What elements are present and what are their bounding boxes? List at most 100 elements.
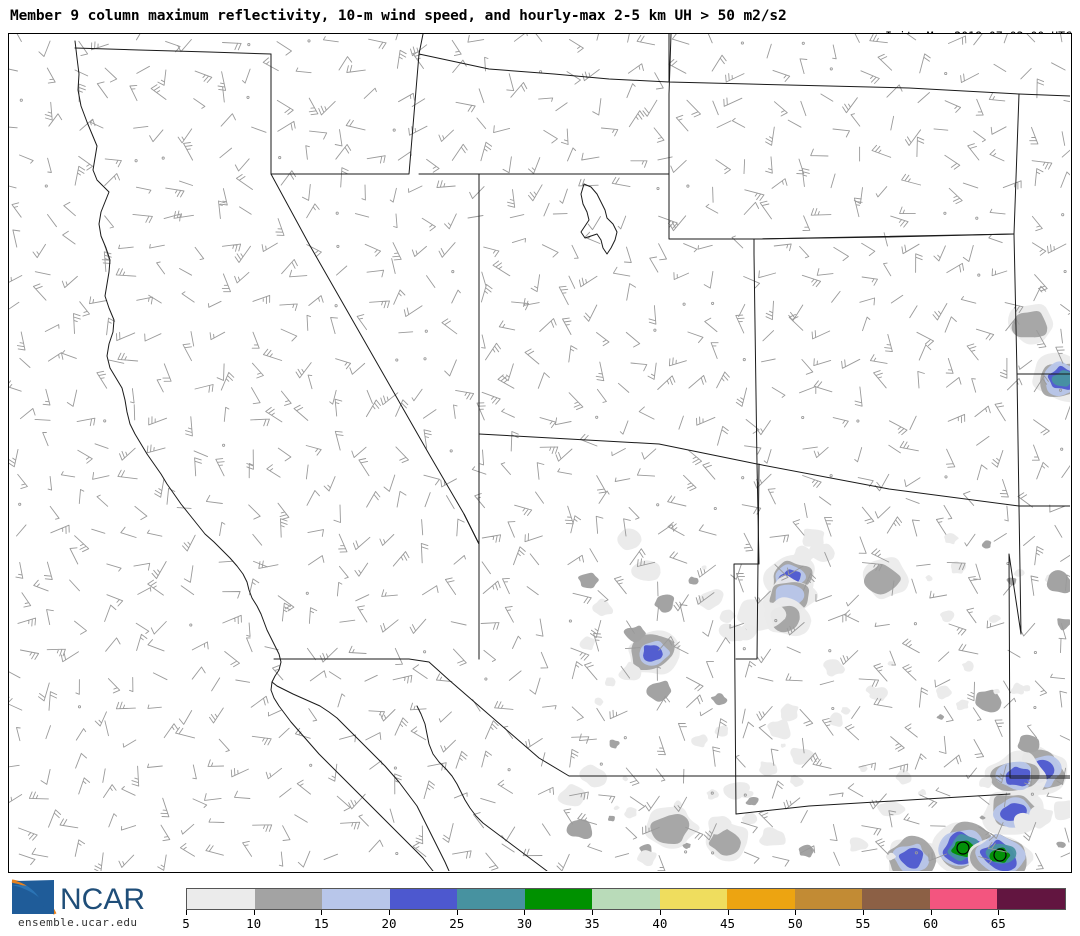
reflectivity-contour xyxy=(944,533,960,545)
reflectivity-contour xyxy=(745,796,759,806)
colorbar-tickmark xyxy=(659,910,661,915)
reflectivity-contour xyxy=(622,776,629,782)
montana-north-edge xyxy=(668,34,1020,95)
reflectivity-layer xyxy=(557,303,1070,871)
colorbar-tick-label: 30 xyxy=(516,916,532,931)
reflectivity-contour xyxy=(739,790,754,798)
reflectivity-contour xyxy=(840,707,851,715)
map-canvas[interactable] xyxy=(8,33,1072,873)
oregon-california-border xyxy=(74,47,272,55)
ncar-logo[interactable]: NCAR xyxy=(6,876,176,934)
colorbar[interactable]: 5 10 15 20 25 30 35 40 45 50 55 60 65 xyxy=(182,888,1066,932)
reflectivity-contour xyxy=(1022,685,1031,692)
colorbar-tickmark xyxy=(795,910,797,915)
footer: NCAR ensemble.ucar.edu 5 10 15 20 25 30 35 40 45… xyxy=(0,874,1080,936)
reflectivity-contour xyxy=(594,697,604,706)
utah-wyoming-border xyxy=(668,173,755,240)
reflectivity-contour xyxy=(691,734,709,748)
nevada-utah-border xyxy=(270,173,480,435)
reflectivity-contour xyxy=(566,819,593,840)
gulf-of-california-west xyxy=(271,681,450,871)
reflectivity-contour xyxy=(759,827,787,846)
reflectivity-contour xyxy=(609,739,620,749)
reflectivity-contour xyxy=(741,811,758,825)
reflectivity-contour xyxy=(925,575,933,582)
reflectivity-contour xyxy=(719,609,737,623)
colorbar-swatch xyxy=(929,889,998,909)
reflectivity-contour xyxy=(682,842,691,849)
colorbar-ticks: 5 10 15 20 25 30 35 40 45 50 55 60 65 xyxy=(182,910,1066,932)
reflectivity-contour xyxy=(863,564,903,595)
reflectivity-contour xyxy=(643,645,663,662)
colorbar-swatch xyxy=(254,889,323,909)
reflectivity-contour xyxy=(802,528,825,549)
reflectivity-contour xyxy=(578,572,600,589)
colorbar-swatch xyxy=(389,889,458,909)
colorbar-tick-label: 15 xyxy=(313,916,329,931)
wind-barb-layer xyxy=(9,34,1070,871)
colorbar-tickmark xyxy=(389,910,391,915)
reflectivity-contour xyxy=(618,661,642,681)
reflectivity-contour xyxy=(808,543,835,562)
reflectivity-contour xyxy=(737,599,789,631)
reflectivity-contour xyxy=(714,725,729,737)
updraft-helicity-contour xyxy=(993,848,1007,862)
reflectivity-contour xyxy=(1057,618,1070,631)
colorbar-tick-label: 35 xyxy=(584,916,600,931)
map-graphics xyxy=(9,34,1070,871)
colorbar-tick-label: 60 xyxy=(923,916,939,931)
reflectivity-contour xyxy=(962,660,974,672)
reflectivity-contour xyxy=(993,688,1000,695)
header: Member 9 column maximum reflectivity, 10… xyxy=(0,0,1080,83)
reflectivity-contour xyxy=(623,625,647,643)
colorbar-swatch xyxy=(322,889,390,909)
reflectivity-contour xyxy=(1056,841,1067,848)
colorbar-swatch xyxy=(457,889,525,909)
colorbar-swatch xyxy=(727,889,795,909)
reflectivity-contour xyxy=(613,805,621,811)
reflectivity-contour xyxy=(654,594,675,613)
colorbar-tickmark xyxy=(930,910,932,915)
reflectivity-contour xyxy=(887,661,894,666)
reflectivity-contour xyxy=(701,565,707,570)
reflectivity-contour xyxy=(637,850,657,867)
logo-url-label: ensemble.ucar.edu xyxy=(18,916,138,929)
reflectivity-contour xyxy=(790,774,805,787)
reflectivity-contour xyxy=(940,610,955,623)
utah-colorado-border xyxy=(753,238,758,465)
colorbar-tick-label: 50 xyxy=(787,916,803,931)
reflectivity-contour xyxy=(767,718,791,740)
reflectivity-contour xyxy=(688,576,699,585)
reflectivity-contour xyxy=(1010,682,1025,695)
reflectivity-contour xyxy=(823,659,846,677)
reflectivity-contour xyxy=(759,761,778,777)
colorado-south-border xyxy=(756,463,1020,507)
colorbar-tick-label: 65 xyxy=(990,916,1006,931)
reflectivity-contour xyxy=(1005,766,1031,787)
us-mexico-border xyxy=(273,658,1070,777)
nebraska-kansas-line xyxy=(1018,93,1070,97)
colorbar-tick-label: 5 xyxy=(182,916,190,931)
ncar-logo-text: NCAR xyxy=(60,883,145,916)
colorbar-tickmark xyxy=(524,910,526,915)
pacific-coastline xyxy=(74,40,434,871)
reflectivity-contour xyxy=(592,598,614,617)
arizona-newmexico-border xyxy=(735,463,760,660)
reflectivity-contour xyxy=(579,636,595,651)
reflectivity-contour xyxy=(1014,569,1025,577)
reflectivity-contour xyxy=(710,693,728,706)
gulf-of-california-east xyxy=(416,705,548,871)
updraft-helicity-contour xyxy=(956,841,970,855)
colorbar-swatches xyxy=(186,888,1066,910)
colorbar-tickmark xyxy=(253,910,255,915)
colorbar-tick-label: 10 xyxy=(246,916,262,931)
colorbar-swatch xyxy=(659,889,728,909)
colorbar-swatch xyxy=(524,889,593,909)
new-mexico-south-border xyxy=(735,793,1011,815)
new-mexico-east-border xyxy=(1008,505,1022,779)
reflectivity-contour xyxy=(865,685,878,695)
reflectivity-contour xyxy=(876,800,907,817)
ncar-logo-mark: NCAR xyxy=(11,879,145,916)
colorbar-swatch xyxy=(592,889,660,909)
reflectivity-contour xyxy=(1011,310,1048,338)
